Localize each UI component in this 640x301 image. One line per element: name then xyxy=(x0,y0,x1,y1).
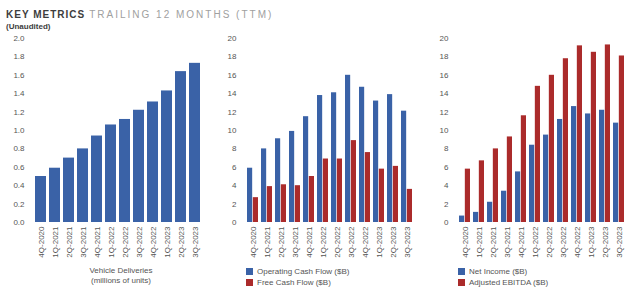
svg-text:4Q-2021: 4Q-2021 xyxy=(517,226,526,258)
svg-text:4Q-2021: 4Q-2021 xyxy=(93,226,102,258)
html-text:Free Cash Flow ($B): Free Cash Flow ($B) xyxy=(257,278,331,287)
svg-text:1Q-2022: 1Q-2022 xyxy=(319,226,328,258)
svg-text:2Q-2023: 2Q-2023 xyxy=(389,226,398,258)
svg-text:12: 12 xyxy=(440,108,449,117)
html-text:Vehicle Deliveries (millions o: Vehicle Deliveries (millions of units) xyxy=(89,266,153,285)
svg-text:1Q-2022: 1Q-2022 xyxy=(531,226,540,258)
svg-text:4Q-2020: 4Q-2020 xyxy=(37,226,46,258)
svg-text:3Q-2021: 3Q-2021 xyxy=(79,226,88,258)
html-text:Adjusted EBITDA ($B): Adjusted EBITDA ($B) xyxy=(469,278,549,287)
svg-text:20: 20 xyxy=(228,34,237,43)
svg-text:1.2: 1.2 xyxy=(13,108,25,117)
svg-text:1.4: 1.4 xyxy=(13,89,25,98)
svg-text:4Q-2022: 4Q-2022 xyxy=(361,226,370,258)
svg-text:3Q-2021: 3Q-2021 xyxy=(291,226,300,258)
svg-text:1Q-2022: 1Q-2022 xyxy=(107,226,116,258)
svg-text:10: 10 xyxy=(440,126,449,135)
svg-text:2Q-2023: 2Q-2023 xyxy=(177,226,186,258)
svg-text:2Q-2022: 2Q-2022 xyxy=(121,226,130,258)
html-text:KEY METRICS TRAILING 12 MONTHS: KEY METRICS TRAILING 12 MONTHS (TTM) xyxy=(6,9,274,20)
svg-text:4: 4 xyxy=(232,181,237,190)
svg-text:16: 16 xyxy=(440,71,449,80)
svg-text:2Q-2022: 2Q-2022 xyxy=(333,226,342,258)
svg-text:14: 14 xyxy=(440,89,449,98)
svg-text:4: 4 xyxy=(444,181,449,190)
svg-text:0.2: 0.2 xyxy=(13,200,25,209)
svg-text:1Q-2023: 1Q-2023 xyxy=(375,226,384,258)
html-text:Net Income ($B): Net Income ($B) xyxy=(469,267,528,276)
svg-text:2.0: 2.0 xyxy=(13,34,25,43)
svg-text:3Q-2023: 3Q-2023 xyxy=(403,226,412,258)
svg-text:4Q-2022: 4Q-2022 xyxy=(149,226,158,258)
svg-text:1.8: 1.8 xyxy=(13,52,25,61)
svg-text:4Q-2020: 4Q-2020 xyxy=(461,226,470,258)
svg-text:2: 2 xyxy=(444,200,449,209)
svg-text:18: 18 xyxy=(440,52,449,61)
svg-text:1Q-2021: 1Q-2021 xyxy=(51,226,60,258)
svg-text:1.0: 1.0 xyxy=(13,126,25,135)
svg-text:1Q-2021: 1Q-2021 xyxy=(475,226,484,258)
svg-text:3Q-2023: 3Q-2023 xyxy=(191,226,200,258)
svg-text:0: 0 xyxy=(444,218,449,227)
svg-text:2Q-2022: 2Q-2022 xyxy=(545,226,554,258)
svg-text:14: 14 xyxy=(228,89,237,98)
svg-text:3Q-2021: 3Q-2021 xyxy=(503,226,512,258)
svg-text:2Q-2021: 2Q-2021 xyxy=(65,226,74,258)
svg-text:0.8: 0.8 xyxy=(13,144,25,153)
svg-text:2Q-2021: 2Q-2021 xyxy=(489,226,498,258)
svg-text:1Q-2023: 1Q-2023 xyxy=(163,226,172,258)
svg-text:12: 12 xyxy=(228,108,237,117)
svg-text:18: 18 xyxy=(228,52,237,61)
svg-text:6: 6 xyxy=(444,163,449,172)
html-text:Operating Cash Flow ($B): Operating Cash Flow ($B) xyxy=(257,267,350,276)
svg-text:6: 6 xyxy=(232,163,237,172)
svg-text:0.6: 0.6 xyxy=(13,163,25,172)
svg-text:4Q-2020: 4Q-2020 xyxy=(249,226,258,258)
svg-text:20: 20 xyxy=(440,34,449,43)
svg-text:3Q-2022: 3Q-2022 xyxy=(347,226,356,258)
svg-text:2Q-2023: 2Q-2023 xyxy=(601,226,610,258)
svg-text:0.0: 0.0 xyxy=(13,218,25,227)
svg-text:3Q-2023: 3Q-2023 xyxy=(615,226,624,258)
svg-text:8: 8 xyxy=(232,144,237,153)
svg-text:4Q-2022: 4Q-2022 xyxy=(573,226,582,258)
svg-text:3Q-2022: 3Q-2022 xyxy=(559,226,568,258)
svg-text:16: 16 xyxy=(228,71,237,80)
svg-text:1Q-2023: 1Q-2023 xyxy=(587,226,596,258)
svg-text:4Q-2021: 4Q-2021 xyxy=(305,226,314,258)
html-text:(Unaudited): (Unaudited) xyxy=(6,22,51,31)
svg-text:0.4: 0.4 xyxy=(13,181,25,190)
svg-text:2Q-2021: 2Q-2021 xyxy=(277,226,286,258)
svg-text:1.6: 1.6 xyxy=(13,71,25,80)
svg-text:10: 10 xyxy=(228,126,237,135)
svg-text:8: 8 xyxy=(444,144,449,153)
svg-text:0: 0 xyxy=(232,218,237,227)
svg-text:3Q-2022: 3Q-2022 xyxy=(135,226,144,258)
svg-text:2: 2 xyxy=(232,200,237,209)
svg-text:1Q-2021: 1Q-2021 xyxy=(263,226,272,258)
